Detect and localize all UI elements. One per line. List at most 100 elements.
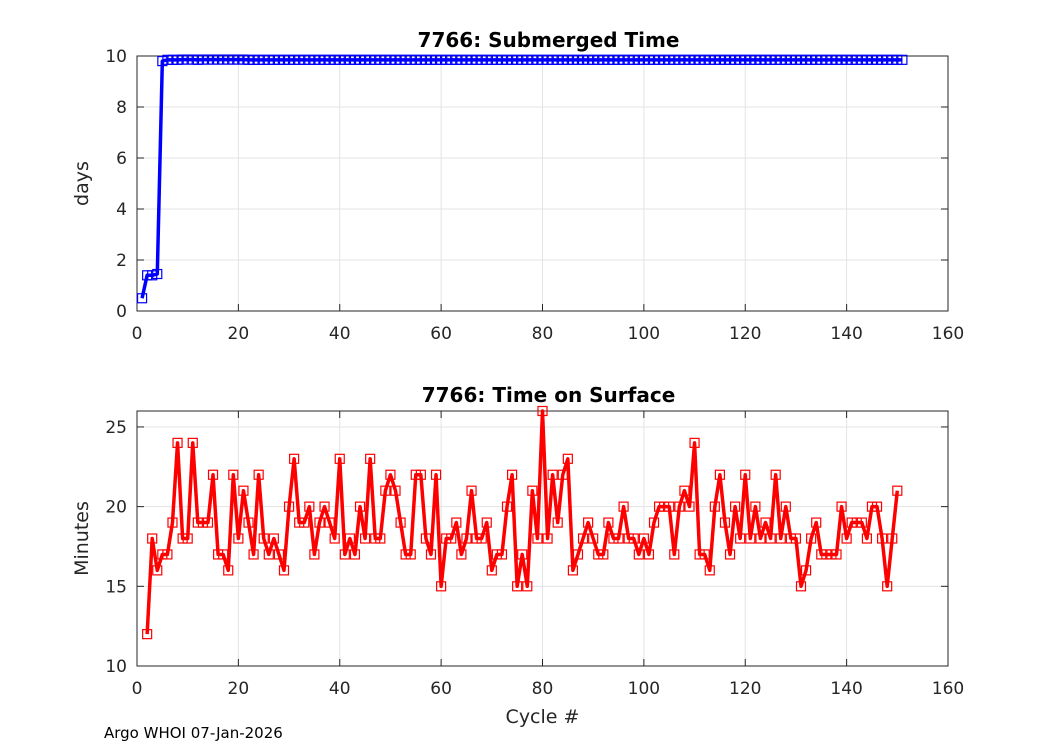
surface-data-point bbox=[780, 501, 791, 512]
surface-data-point bbox=[750, 501, 761, 512]
surface-data-point bbox=[375, 533, 386, 544]
surface-ylabel: Minutes bbox=[71, 501, 93, 576]
surface-data-point bbox=[735, 533, 746, 544]
surface-data-point bbox=[714, 469, 726, 480]
surface-data-point bbox=[724, 549, 736, 560]
surface-data-point bbox=[481, 517, 492, 528]
surface-data-point bbox=[243, 517, 254, 528]
surface-data-point bbox=[806, 533, 817, 544]
surface-data-point bbox=[334, 453, 345, 464]
surface-data-point bbox=[603, 517, 614, 528]
surface-data-point bbox=[730, 501, 741, 512]
surface-data-point bbox=[704, 565, 715, 576]
surface-ytick-label: 15 bbox=[105, 577, 127, 597]
surface-data-point bbox=[461, 533, 472, 544]
surface-data-point bbox=[501, 501, 513, 512]
surface-data-point bbox=[223, 565, 234, 576]
surface-data-point bbox=[147, 533, 158, 544]
submerged-ytick-label: 4 bbox=[116, 200, 127, 220]
surface-data-point bbox=[385, 469, 396, 480]
surface-data-point bbox=[740, 469, 751, 480]
submerged-data-point bbox=[897, 54, 908, 65]
submerged-ytick-label: 6 bbox=[116, 149, 127, 169]
submerged-chart: 0 20 40 60 80 100 120 140 160 0 2 4 6 8 10 7766: Submer… bbox=[71, 28, 964, 344]
submerged-data-point bbox=[152, 268, 163, 280]
surface-data-point bbox=[841, 533, 852, 544]
surface-data-point bbox=[831, 549, 842, 560]
surface-data-point bbox=[268, 533, 279, 544]
surface-data-point bbox=[233, 533, 244, 544]
surface-data-point bbox=[339, 549, 350, 560]
surface-data-point bbox=[299, 517, 310, 528]
surface-data-point bbox=[613, 533, 624, 544]
submerged-xtick-label: 160 bbox=[932, 324, 964, 344]
surface-data-point bbox=[228, 469, 239, 480]
surface-data-point bbox=[425, 549, 437, 560]
surface-data-point bbox=[436, 581, 447, 592]
surface-data-point bbox=[760, 517, 771, 528]
surface-data-point bbox=[142, 629, 153, 640]
surface-data-point bbox=[496, 549, 508, 560]
surface-data-point bbox=[583, 517, 594, 528]
surface-data-point bbox=[517, 549, 528, 560]
surface-data-point bbox=[861, 533, 873, 544]
surface-data-point bbox=[745, 533, 756, 544]
surface-data-point bbox=[344, 533, 355, 544]
surface-xtick-label: 20 bbox=[228, 679, 250, 699]
surface-data-point bbox=[314, 517, 325, 528]
surface-data-point bbox=[466, 485, 477, 496]
surface-data-point bbox=[278, 565, 290, 576]
submerged-xtick-label: 60 bbox=[430, 324, 452, 344]
submerged-xtick-label: 20 bbox=[228, 324, 250, 344]
surface-data-point bbox=[167, 517, 178, 528]
submerged-ytick-label: 10 bbox=[105, 47, 127, 67]
surface-data-point bbox=[562, 453, 573, 464]
surface-title: 7766: Time on Surface bbox=[422, 383, 676, 407]
surface-ytick-label: 10 bbox=[105, 657, 127, 677]
surface-data-point bbox=[699, 549, 710, 560]
surface-data-point bbox=[486, 565, 497, 576]
surface-xtick-label: 60 bbox=[430, 679, 452, 699]
surface-data-point bbox=[446, 533, 457, 544]
surface-data-point bbox=[552, 517, 563, 528]
surface-data-point bbox=[775, 533, 786, 544]
surface-data-point bbox=[537, 405, 548, 417]
surface-data-point bbox=[689, 437, 700, 448]
surface-data-point bbox=[395, 517, 406, 528]
surface-data-point bbox=[532, 533, 543, 544]
surface-data-point bbox=[618, 501, 629, 512]
footer-credit: Argo WHOI 07-Jan-2026 bbox=[104, 724, 283, 742]
surface-data-point bbox=[638, 533, 649, 544]
surface-data-point bbox=[420, 533, 432, 544]
surface-data-point bbox=[289, 453, 300, 464]
surface-data-point bbox=[527, 485, 538, 496]
surface-data-point bbox=[856, 517, 867, 528]
surface-data-point bbox=[380, 485, 391, 496]
surface-data-point bbox=[456, 549, 467, 560]
submerged-xtick-label: 40 bbox=[329, 324, 351, 344]
surface-data-point bbox=[588, 533, 599, 544]
surface-data-point bbox=[598, 549, 609, 560]
surface-data-point bbox=[800, 565, 812, 576]
surface-xtick-label: 80 bbox=[532, 679, 554, 699]
surface-xlabel: Cycle # bbox=[506, 706, 580, 728]
surface-data-point bbox=[349, 549, 361, 560]
surface-data-point bbox=[669, 549, 680, 560]
surface-xtick-label: 0 bbox=[132, 679, 143, 699]
surface-ytick-label: 20 bbox=[105, 498, 127, 518]
surface-ytick-label: 25 bbox=[105, 418, 127, 438]
surface-data-point bbox=[430, 469, 442, 480]
surface-data-point bbox=[882, 581, 893, 592]
surface-xtick-label: 100 bbox=[628, 679, 660, 699]
surface-data-point bbox=[238, 485, 249, 496]
surface-data-point bbox=[542, 533, 553, 544]
surface-data-point bbox=[319, 501, 330, 512]
surface-data-point bbox=[329, 533, 340, 544]
submerged-ytick-label: 8 bbox=[116, 98, 127, 118]
surface-chart: 0 20 40 60 80 100 120 140 160 10 15 20 25 7766: Time … bbox=[71, 383, 964, 728]
surface-data-point bbox=[770, 469, 781, 480]
surface-data-point bbox=[162, 549, 173, 560]
surface-data-point bbox=[476, 533, 487, 544]
surface-data-point bbox=[512, 581, 523, 592]
